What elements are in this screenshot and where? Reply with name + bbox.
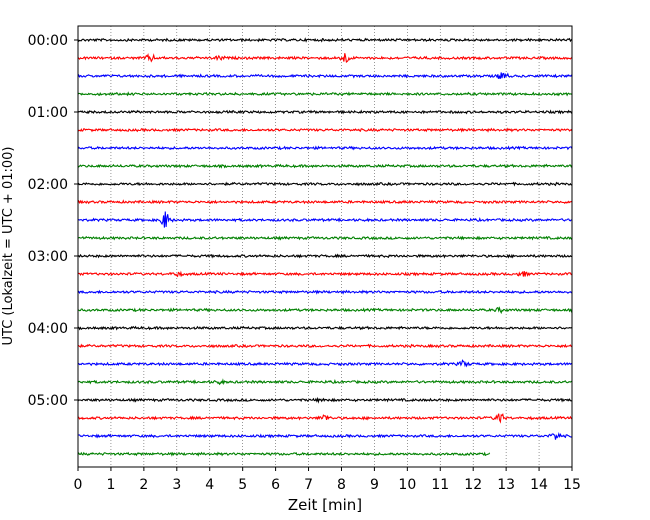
traces	[78, 39, 572, 456]
y-axis-label: UTC (Lokalzeit = UTC + 01:00)	[1, 147, 16, 346]
trace-4	[78, 111, 572, 114]
trace-7	[78, 165, 572, 168]
x-tick-label-1: 1	[106, 477, 115, 493]
trace-11	[78, 237, 572, 240]
x-tick-label-0: 0	[74, 477, 83, 493]
x-tick-label-3: 3	[172, 477, 181, 493]
trace-10	[78, 212, 572, 228]
trace-9	[78, 201, 572, 204]
trace-0	[78, 39, 572, 42]
trace-13	[78, 271, 572, 276]
trace-8	[78, 183, 572, 186]
x-tick-label-12: 12	[464, 477, 482, 493]
x-tick-label-7: 7	[304, 477, 313, 493]
plot-frame	[78, 26, 572, 467]
trace-16	[78, 327, 572, 330]
y-tick-label-2: 02:00	[28, 177, 68, 193]
x-tick-label-5: 5	[238, 477, 247, 493]
x-axis-ticks: 0 1 2 3 4 5 6 7 8 9 10 11 12 13 14 15	[74, 467, 581, 493]
x-tick-label-4: 4	[205, 477, 214, 493]
y-tick-label-0: 00:00	[28, 33, 68, 49]
trace-6	[78, 147, 572, 150]
trace-18	[78, 360, 572, 366]
x-tick-label-10: 10	[398, 477, 416, 493]
y-tick-label-3: 03:00	[28, 249, 68, 265]
x-tick-label-15: 15	[563, 477, 581, 493]
trace-17	[78, 345, 572, 348]
trace-5	[78, 129, 572, 132]
y-tick-label-4: 04:00	[28, 321, 68, 337]
trace-23	[78, 453, 490, 456]
trace-19	[78, 380, 572, 384]
trace-3	[78, 93, 572, 96]
trace-22	[78, 434, 572, 440]
trace-20	[78, 399, 572, 402]
x-tick-label-8: 8	[337, 477, 346, 493]
x-axis-label: Zeit [min]	[288, 496, 362, 514]
y-axis-ticks: 00:00 01:00 02:00 03:00 04:00 05:00	[28, 33, 78, 409]
y-tick-label-1: 01:00	[28, 105, 68, 121]
trace-21	[78, 414, 572, 422]
trace-15	[78, 308, 572, 313]
trace-2	[78, 72, 572, 78]
x-tick-label-6: 6	[271, 477, 280, 493]
x-tick-label-13: 13	[497, 477, 515, 493]
y-tick-label-5: 05:00	[28, 393, 68, 409]
x-tick-label-14: 14	[530, 477, 548, 493]
x-tick-label-9: 9	[370, 477, 379, 493]
x-tick-label-11: 11	[431, 477, 449, 493]
trace-12	[78, 255, 572, 257]
x-tick-label-2: 2	[139, 477, 148, 493]
trace-14	[78, 291, 572, 294]
trace-1	[78, 53, 572, 62]
